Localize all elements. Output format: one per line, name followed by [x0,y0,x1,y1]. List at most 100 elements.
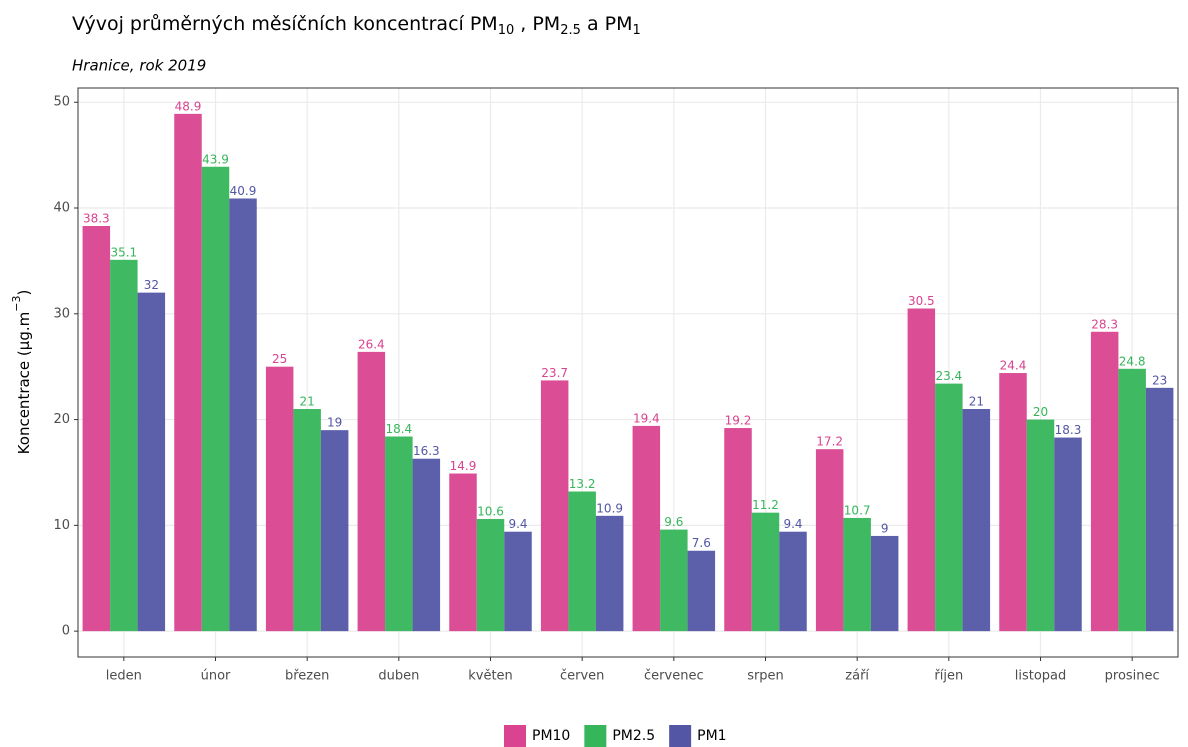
bar [999,373,1027,632]
y-tick-label: 30 [53,306,70,321]
bar [595,515,624,632]
y-tick-label: 40 [53,201,70,216]
x-tick-label: červenec [644,669,704,684]
bar [540,380,569,632]
bar [779,531,807,632]
bar [843,517,871,632]
chart-title: Vývoj průměrných měsíčních koncentrací P… [72,13,641,38]
value-label: 18.4 [385,422,412,436]
bar [568,491,596,632]
panel-border [77,87,1179,658]
value-label: 14.9 [450,459,477,473]
y-tick-label: 50 [53,95,70,110]
title-sub: 1 [632,23,640,38]
bar [1118,368,1146,632]
bar [1090,331,1119,632]
value-label: 13.2 [569,477,596,491]
bar [357,351,386,632]
bar [751,512,780,632]
value-label: 9 [881,521,889,535]
y-label-sup: −3 [10,296,23,312]
bar [229,198,257,632]
title-sub: 10 [498,23,515,38]
value-label: 25 [272,352,287,366]
bar [476,519,505,632]
bar [1054,437,1082,632]
bar [265,366,294,632]
value-label: 21 [969,394,984,408]
value-label: 9.4 [508,517,527,531]
y-axis-label: Koncentrace (µg.m−3) [10,290,33,455]
y-label-part: ) [15,290,33,296]
title-part: a PM [581,13,633,35]
legend-label: PM10 [532,728,570,744]
bar [137,292,166,632]
value-label: 11.2 [752,498,779,512]
x-tick-label: září [845,669,869,684]
value-label: 10.7 [844,503,871,517]
value-label: 16.3 [413,444,440,458]
legend-key [584,725,607,747]
title-part: , PM [514,13,560,35]
bar [293,408,321,632]
x-tick-label: říjen [934,669,963,684]
value-label: 19.2 [725,414,752,428]
bar [174,113,202,632]
value-label: 23 [1152,373,1167,387]
value-label: 24.8 [1119,354,1146,368]
bar [110,259,138,632]
value-label: 9.6 [664,515,683,529]
bar [201,166,230,632]
x-tick-label: duben [378,669,419,684]
value-label: 28.3 [1091,317,1118,331]
bar [907,308,936,632]
y-tick-label: 0 [62,624,70,639]
bars: 38.3 35.1 32 48.9 43.9 40.9 25 21 19 26.4 18.416.3… [82,99,1174,632]
chart-subtitle: Hranice, rok 2019 [72,57,206,75]
legend-label: PM1 [697,728,726,744]
bar [962,408,991,632]
x-tick-label: srpen [747,669,784,684]
bar [412,458,441,632]
x-tick-label: červen [560,669,604,684]
value-label: 19.4 [633,411,660,425]
value-label: 9.4 [783,517,802,531]
value-label: 10.9 [596,501,623,515]
value-label: 23.7 [541,366,568,380]
bar [504,531,532,632]
bar [935,383,963,632]
value-label: 21 [300,394,315,408]
value-label: 20 [1033,405,1048,419]
legend-label: PM2.5 [612,728,655,744]
legend-key [504,725,526,747]
value-label: 7.6 [692,536,711,550]
value-label: 40.9 [230,184,257,198]
legend-key [669,725,692,747]
bar [82,225,111,632]
value-label: 43.9 [202,152,229,166]
value-label: 24.4 [1000,359,1027,373]
value-label: 18.3 [1055,423,1082,437]
bar [632,425,661,632]
bar [385,436,413,632]
value-label: 30.5 [908,294,935,308]
legend: PM10 PM2.5 PM1 [504,725,727,747]
bar [449,473,477,632]
bar [1026,419,1055,632]
value-label: 17.2 [816,435,843,449]
title-sub: 2.5 [560,23,581,38]
value-label: 10.6 [477,505,504,519]
y-label-part: Koncentrace (µg.m [15,312,33,455]
x-tick-label: březen [285,669,329,684]
x-tick-label: únor [201,669,231,684]
x-tick-label: leden [106,669,142,684]
bar [815,449,844,632]
bar [660,529,688,632]
value-label: 32 [144,278,159,292]
x-tick-label: listopad [1015,669,1067,684]
value-label: 35.1 [110,245,137,259]
bar [320,430,349,632]
value-label: 23.4 [935,369,962,383]
